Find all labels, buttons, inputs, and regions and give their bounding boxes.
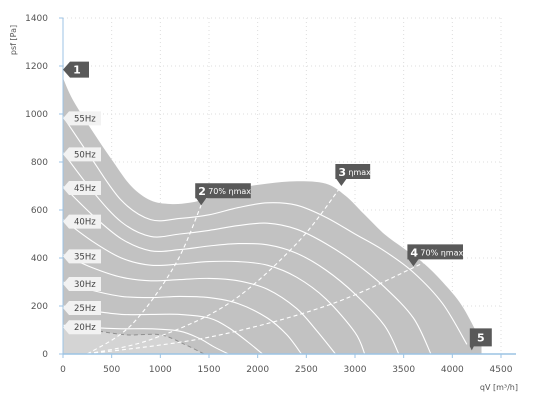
- speed-label-tag: [63, 111, 101, 126]
- marker-label: 70% ηmax: [208, 187, 251, 196]
- speed-label-30hz: 30Hz: [63, 277, 101, 291]
- speed-label-25hz: 25Hz: [63, 301, 101, 315]
- speed-label-text: 45Hz: [74, 184, 96, 194]
- speed-label-tag: [63, 147, 101, 162]
- speed-curve-45hz: [62, 185, 400, 355]
- x-tick-label: 2500: [295, 365, 318, 375]
- speed-label-tag: [63, 320, 101, 335]
- marker-2: 2 70% ηmax: [195, 183, 251, 206]
- efficiency-line-2: [87, 185, 342, 355]
- x-tick-label: 2000: [246, 365, 269, 375]
- marker-4: 4 70% ηmax: [407, 244, 463, 267]
- x-tick-label: 500: [103, 365, 120, 375]
- y-axis-title: psf [Pa]: [9, 25, 18, 55]
- speed-label-45hz: 45Hz: [63, 181, 101, 195]
- speed-label-55hz: 55Hz: [63, 111, 101, 126]
- speed-label-text: 35Hz: [74, 252, 96, 262]
- speed-label-text: 30Hz: [74, 280, 96, 290]
- marker-1: 1: [63, 61, 89, 78]
- speed-label-text: 25Hz: [74, 304, 96, 314]
- low-region-boundary: [92, 329, 205, 355]
- speed-label-tag: [63, 181, 101, 195]
- marker-flag: [335, 164, 371, 186]
- speed-label-tag: [63, 277, 101, 291]
- speed-label-35hz: 35Hz: [63, 249, 101, 264]
- operating-envelope: [63, 78, 482, 354]
- speed-curve-40hz: [62, 219, 366, 355]
- marker-flag: [469, 328, 492, 351]
- x-tick-label: 1500: [198, 365, 221, 375]
- speed-label-text: 20Hz: [74, 323, 96, 333]
- marker-label: ηmax: [348, 168, 371, 177]
- speed-label-text: 50Hz: [74, 150, 96, 160]
- speed-label-text: 55Hz: [74, 114, 96, 124]
- marker-number: 4: [410, 246, 418, 259]
- marker-label: 70% ηmax: [420, 248, 463, 257]
- speed-label-20hz: 20Hz: [63, 320, 101, 335]
- y-tick-label: 800: [31, 158, 48, 168]
- marker-number: 5: [477, 331, 485, 344]
- axes: 0 500 1000 1500 2000 2500 3000 3500 4000 4500 0 200…: [25, 14, 516, 375]
- x-axis-title: qV [m³/h]: [480, 383, 518, 392]
- speed-label-text: 40Hz: [74, 218, 96, 228]
- x-tick-label: 1000: [149, 365, 172, 375]
- y-tick-label: 400: [31, 254, 48, 264]
- y-tick-label: 0: [42, 350, 48, 360]
- plot-area: [63, 78, 482, 355]
- speed-label-50hz: 50Hz: [63, 147, 101, 162]
- y-tick-label: 1200: [25, 62, 48, 72]
- x-tick-label: 4500: [490, 365, 513, 375]
- efficiency-lines: [86, 185, 463, 355]
- x-tick-label: 0: [60, 365, 66, 375]
- y-tick-label: 1000: [25, 110, 48, 120]
- speed-label-tag: [63, 301, 101, 315]
- marker-5: 5: [469, 328, 492, 351]
- speed-label-tag: [63, 249, 101, 264]
- speed-curve-35hz: [62, 253, 336, 355]
- x-tick-label: 3500: [392, 365, 415, 375]
- efficiency-line-3: [87, 240, 463, 355]
- marker-flag: [407, 244, 463, 267]
- y-tick-label: 600: [31, 206, 48, 216]
- marker-number: 1: [73, 64, 81, 77]
- speed-label-tag: [63, 214, 101, 229]
- marker-3: 3 ηmax: [335, 164, 371, 186]
- y-tick-label: 1400: [25, 14, 48, 24]
- marker-number: 2: [198, 185, 206, 198]
- marker-flag: [195, 183, 251, 206]
- speed-curve-50hz: [62, 152, 432, 355]
- speed-curve-55hz: [62, 116, 468, 345]
- y-tick-label: 200: [31, 302, 48, 312]
- x-tick-label: 3000: [344, 365, 367, 375]
- speed-labels: 55Hz 50Hz 45Hz 40Hz 35Hz 30Hz 25Hz 20Hz: [63, 111, 101, 335]
- speed-curve-30hz: [62, 281, 302, 355]
- x-tick-label: 4000: [441, 365, 464, 375]
- marker-flag: [63, 61, 89, 78]
- efficiency-line-1: [86, 204, 202, 355]
- marker-number: 3: [338, 166, 346, 179]
- speed-label-40hz: 40Hz: [63, 214, 101, 229]
